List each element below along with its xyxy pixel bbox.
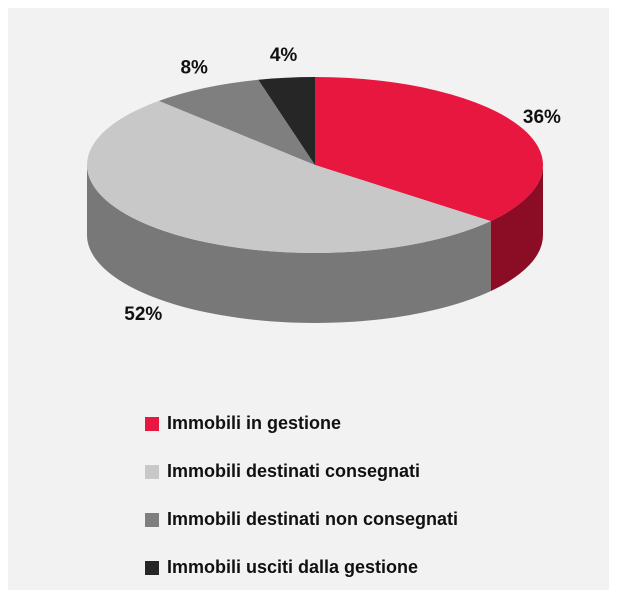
legend-label: Immobili destinati non consegnati — [167, 509, 458, 529]
value-label: 8% — [180, 58, 208, 79]
pie-side-shade — [87, 165, 491, 323]
pie-side-shade — [490, 165, 543, 292]
legend-label: Immobili destinati consegnati — [167, 461, 420, 481]
legend-swatch — [145, 417, 159, 431]
legend-label: Immobili in gestione — [167, 413, 341, 433]
legend-swatch — [145, 561, 159, 575]
pie-slice — [87, 100, 491, 253]
pie-slice — [315, 77, 543, 222]
legend-label: Immobili usciti dalla gestione — [167, 557, 418, 577]
pie-slice — [158, 79, 315, 165]
pie-side — [490, 165, 543, 292]
value-label: 36% — [523, 107, 561, 128]
value-label: 4% — [270, 45, 298, 66]
value-label: 52% — [124, 304, 162, 325]
pie-side — [87, 165, 491, 323]
legend-swatch — [145, 465, 159, 479]
pie-slice — [258, 77, 315, 165]
legend-swatch — [145, 513, 159, 527]
